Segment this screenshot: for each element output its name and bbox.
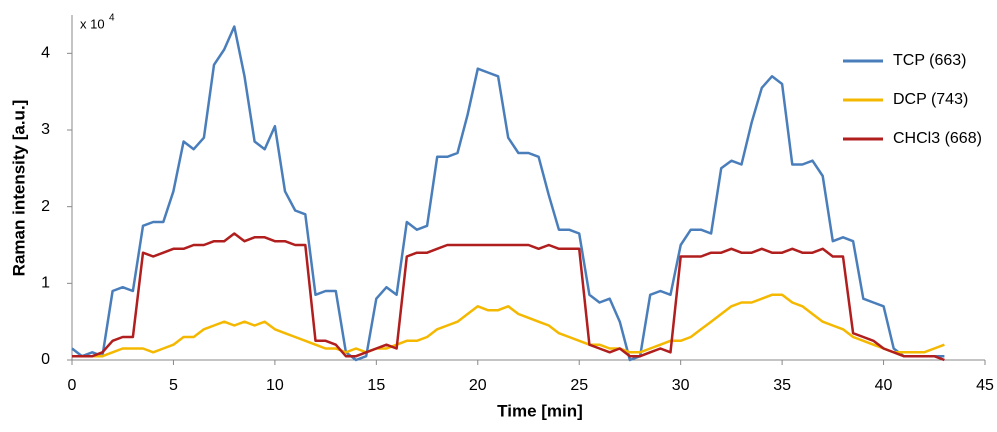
x-axis-label: Time [min]	[497, 401, 583, 420]
y-tick-label: 2	[41, 198, 50, 215]
x-tick-label: 35	[773, 377, 791, 394]
y-axis-label: Raman intensity [a.u.]	[9, 100, 28, 277]
legend-label: TCP (663)	[893, 52, 967, 69]
series-line	[71, 25, 945, 362]
x-tick-label: 5	[169, 377, 178, 394]
series-line	[72, 293, 945, 358]
x-tick-label: 10	[266, 377, 284, 394]
legend-label: CHCl3 (668)	[893, 130, 982, 147]
y-unit: x 10	[80, 16, 105, 31]
y-unit-exponent: 4	[109, 13, 115, 24]
y-tick-label: 3	[41, 121, 50, 138]
y-tick-label: 0	[41, 351, 50, 368]
x-tick-label: 45	[976, 377, 994, 394]
x-tick-label: 15	[367, 377, 385, 394]
x-tick-label: 40	[875, 377, 893, 394]
legend-label: DCP (743)	[893, 91, 968, 108]
y-tick-label: 4	[41, 45, 50, 62]
series-line	[72, 232, 945, 362]
x-tick-label: 0	[68, 377, 77, 394]
x-tick-label: 20	[469, 377, 487, 394]
y-tick-label: 1	[41, 275, 50, 292]
x-tick-label: 30	[672, 377, 690, 394]
x-tick-label: 25	[570, 377, 588, 394]
